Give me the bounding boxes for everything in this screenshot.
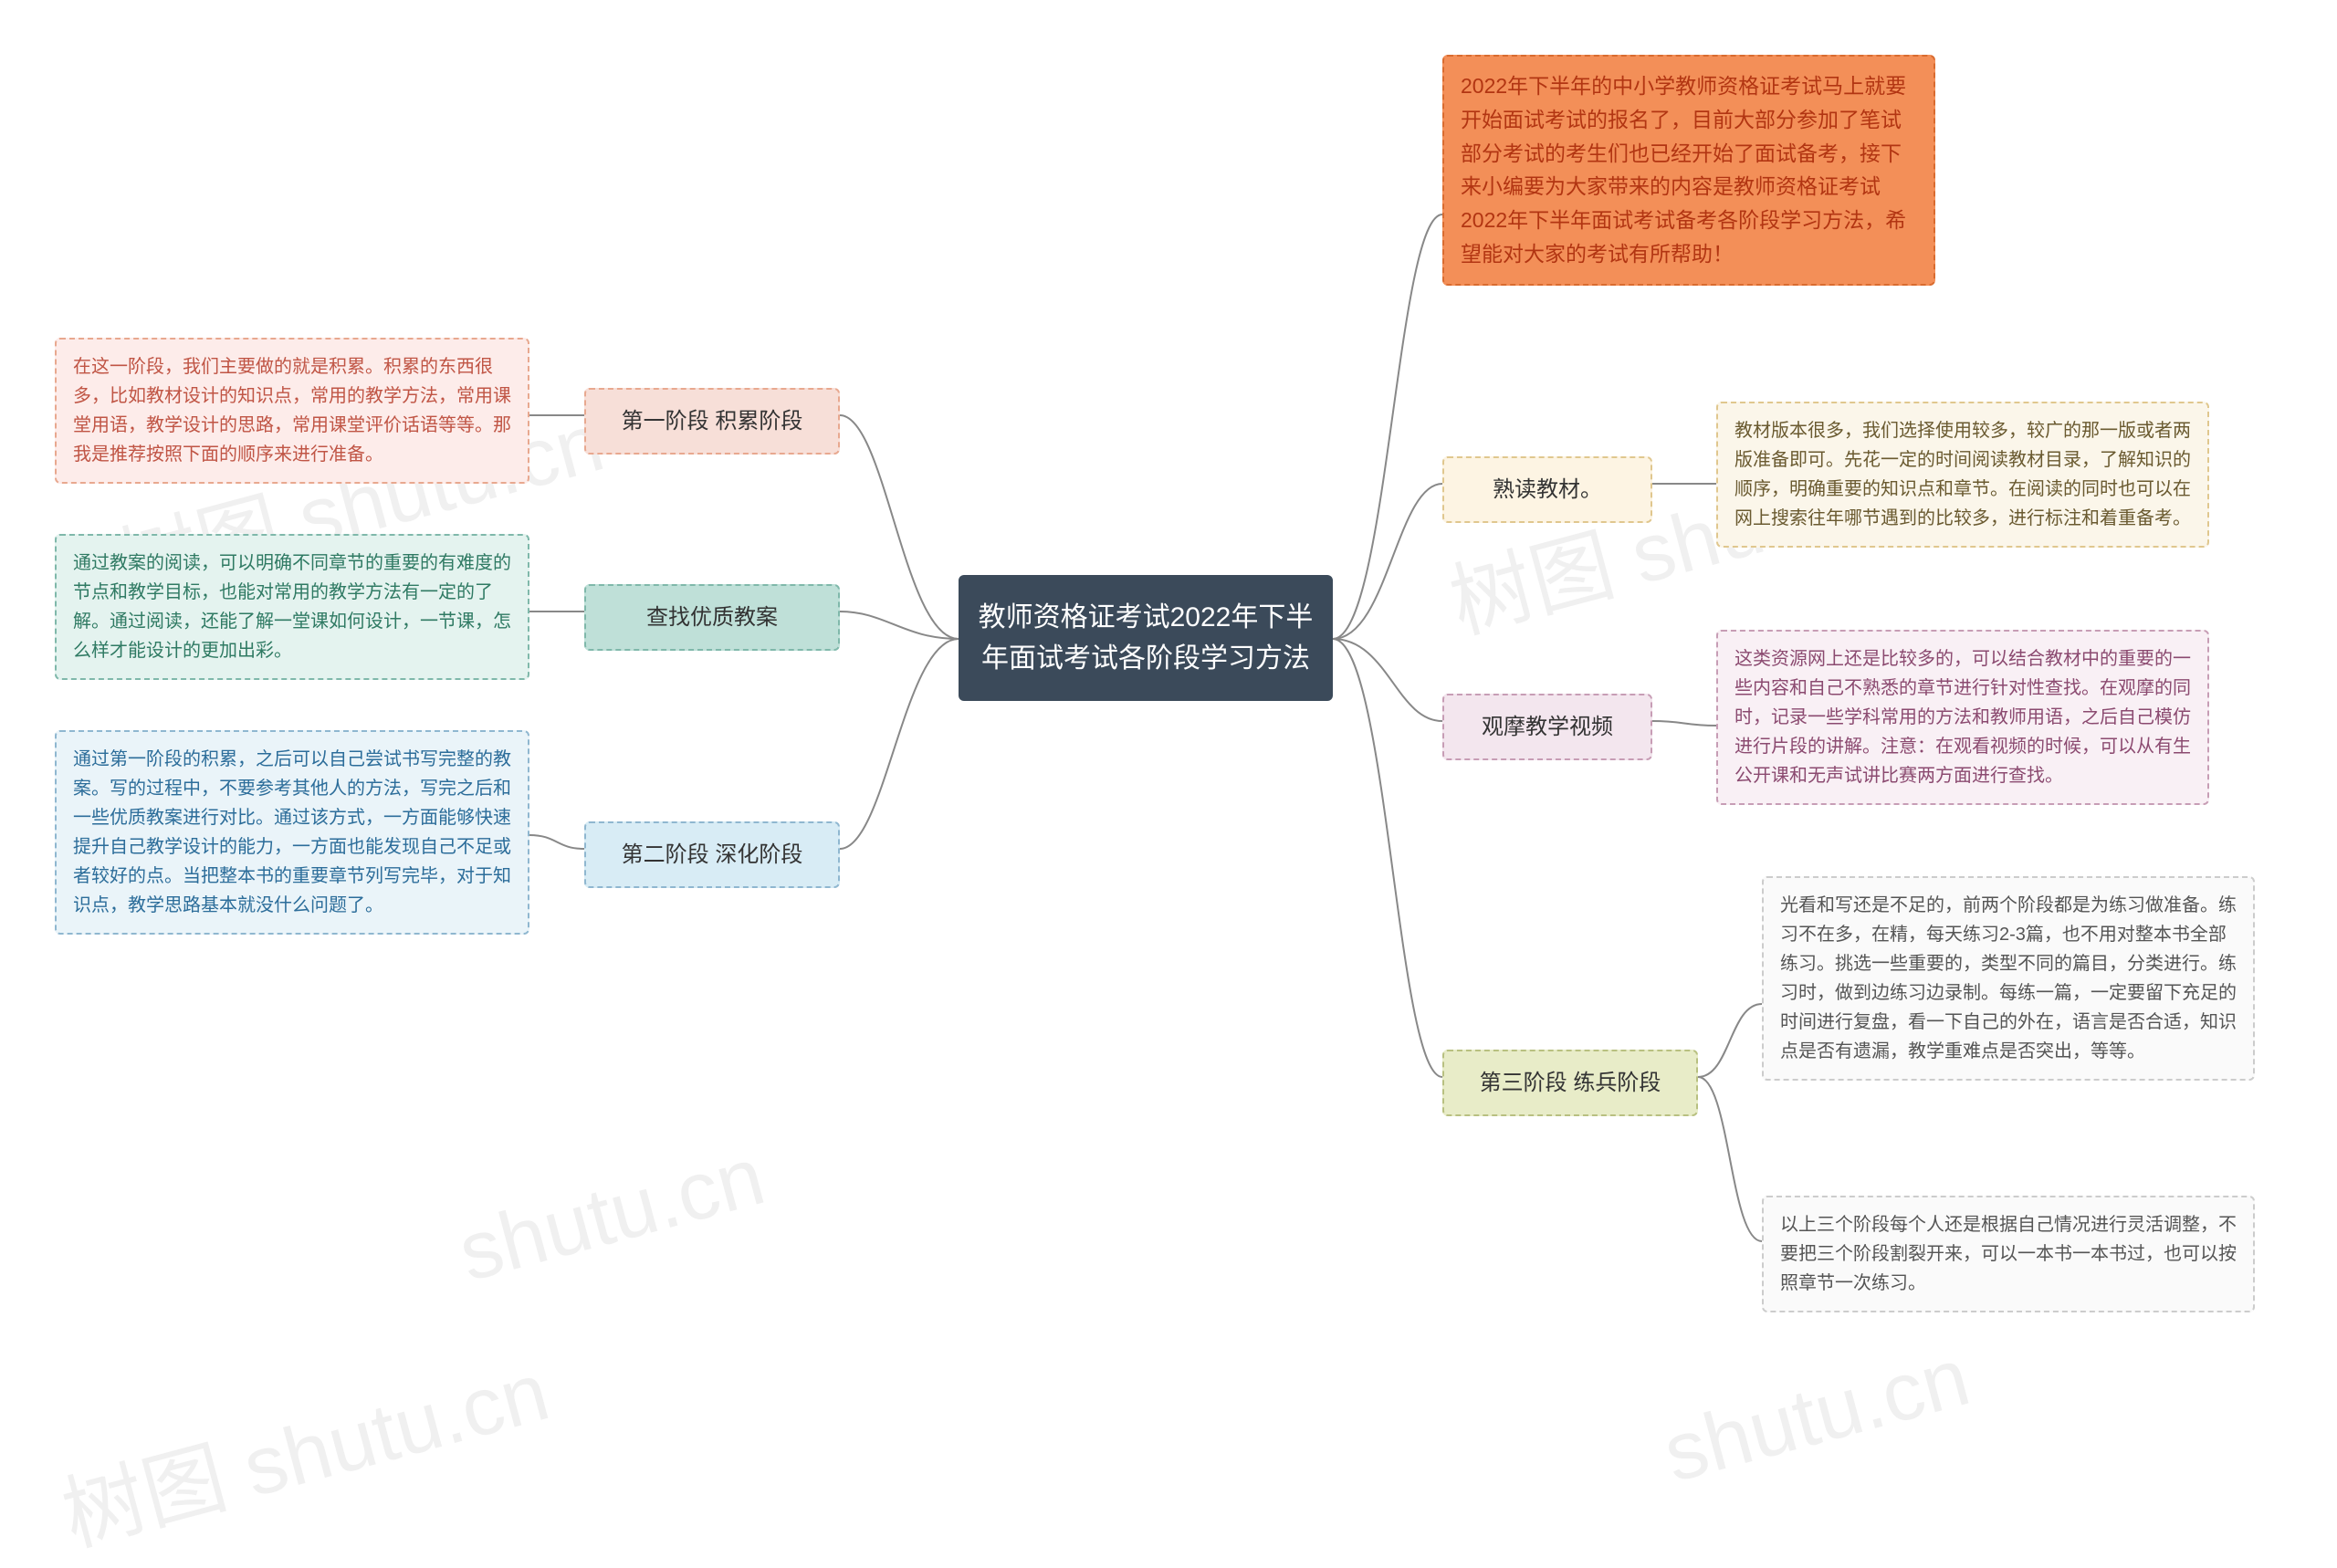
leaf-stage2-desc[interactable]: 通过第一阶段的积累，之后可以自己尝试书写完整的教案。写的过程中，不要参考其他人的… — [55, 730, 529, 935]
branch-stage1[interactable]: 第一阶段 积累阶段 — [584, 388, 840, 455]
branch-read-materials[interactable]: 熟读教材。 — [1442, 456, 1652, 523]
branch-stage2[interactable]: 第二阶段 深化阶段 — [584, 821, 840, 888]
leaf-intro[interactable]: 2022年下半年的中小学教师资格证考试马上就要开始面试考试的报名了，目前大部分参… — [1442, 55, 1935, 286]
branch-watch-video[interactable]: 观摩教学视频 — [1442, 694, 1652, 760]
leaf-stage3-desc2[interactable]: 以上三个阶段每个人还是根据自己情况进行灵活调整，不要把三个阶段割裂开来，可以一本… — [1762, 1196, 2255, 1312]
watermark: shutu.cn — [449, 1130, 773, 1301]
watermark: 树图 shutu.cn — [47, 1325, 559, 1568]
watermark: shutu.cn — [1654, 1331, 1978, 1502]
branch-stage3[interactable]: 第三阶段 练兵阶段 — [1442, 1050, 1698, 1116]
branch-find-plan[interactable]: 查找优质教案 — [584, 584, 840, 651]
center-topic[interactable]: 教师资格证考试2022年下半年面试考试各阶段学习方法 — [959, 575, 1333, 701]
leaf-stage1-desc[interactable]: 在这一阶段，我们主要做的就是积累。积累的东西很多，比如教材设计的知识点，常用的教… — [55, 338, 529, 484]
leaf-find-plan-desc[interactable]: 通过教案的阅读，可以明确不同章节的重要的有难度的节点和教学目标，也能对常用的教学… — [55, 534, 529, 680]
leaf-read-materials-desc[interactable]: 教材版本很多，我们选择使用较多，较广的那一版或者两版准备即可。先花一定的时间阅读… — [1716, 402, 2209, 548]
leaf-watch-video-desc[interactable]: 这类资源网上还是比较多的，可以结合教材中的重要的一些内容和自己不熟悉的章节进行针… — [1716, 630, 2209, 805]
leaf-stage3-desc1[interactable]: 光看和写还是不足的，前两个阶段都是为练习做准备。练习不在多，在精，每天练习2-3… — [1762, 876, 2255, 1081]
